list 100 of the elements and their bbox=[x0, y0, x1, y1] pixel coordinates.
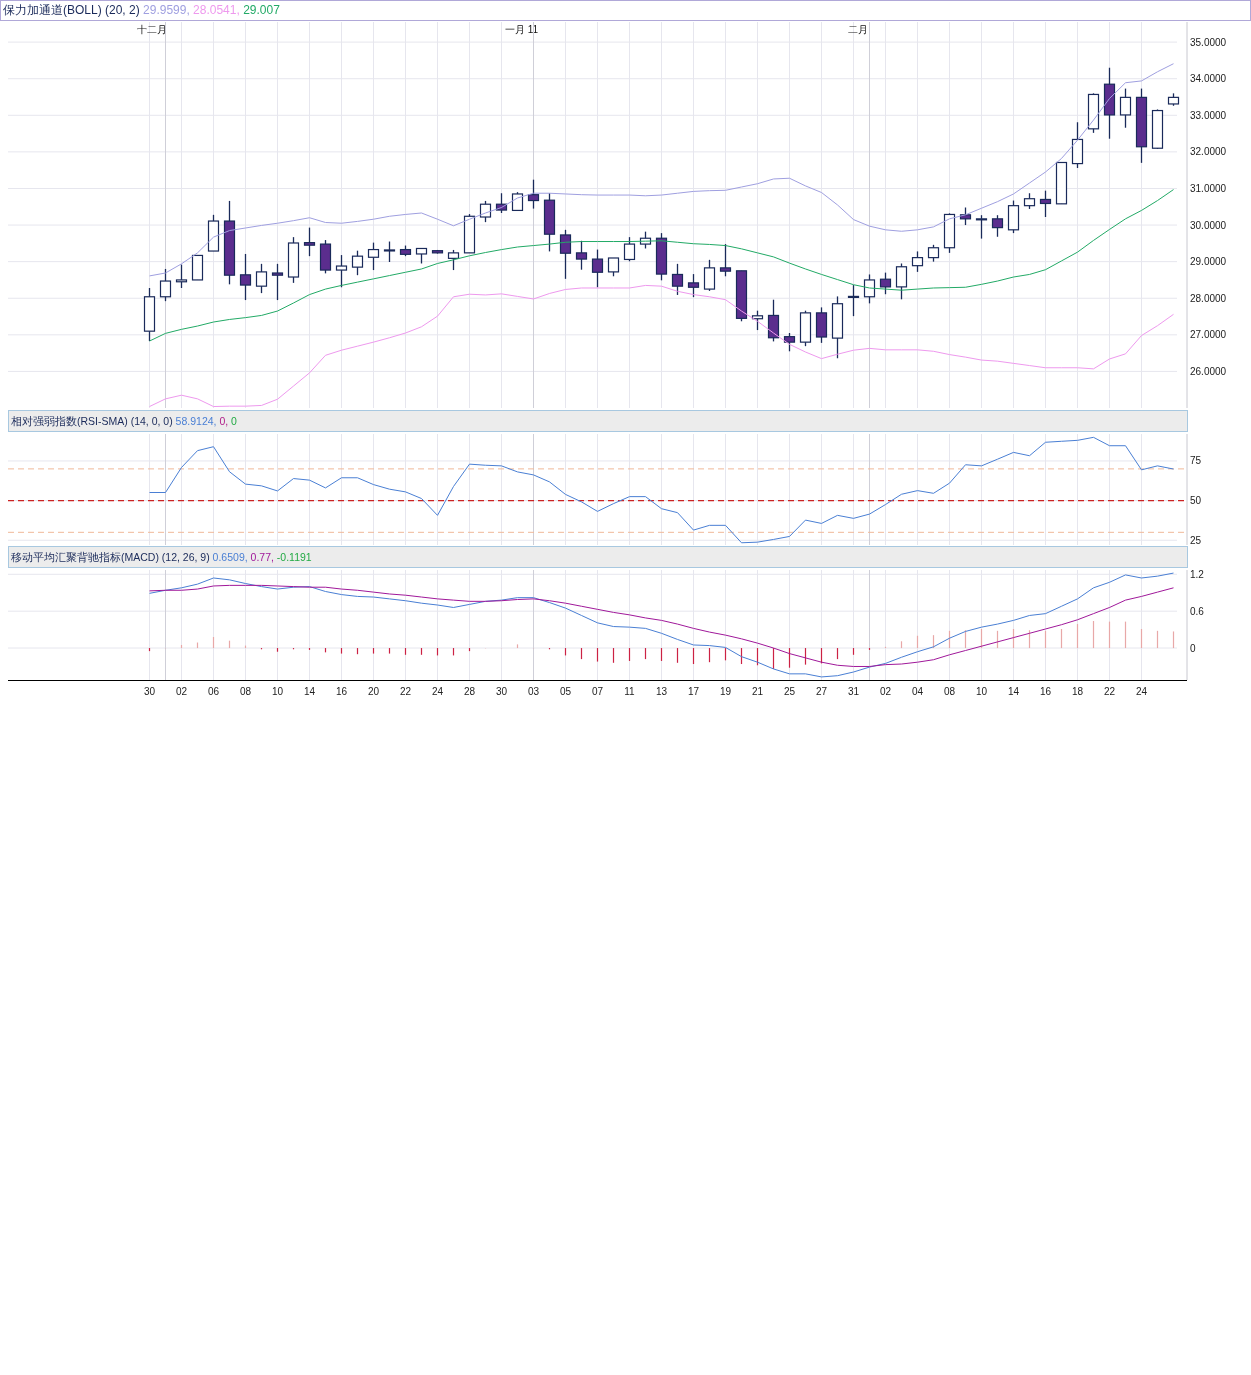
candlestick bbox=[895, 262, 908, 300]
candlestick bbox=[783, 332, 796, 352]
x-tick-label: 03 bbox=[527, 686, 540, 697]
y-tick-label: 30.0000 bbox=[1190, 219, 1227, 231]
y-tick-label: 25 bbox=[1190, 534, 1202, 546]
line-series bbox=[149, 572, 1174, 678]
x-tick-label: 17 bbox=[687, 686, 700, 697]
text: 28.0541, bbox=[193, 3, 240, 17]
candlestick bbox=[607, 257, 620, 277]
text: 0 bbox=[231, 414, 238, 427]
candlestick bbox=[559, 229, 572, 280]
x-tick-label: 07 bbox=[591, 686, 604, 697]
y-tick-label: 32.0000 bbox=[1190, 146, 1227, 158]
candlestick bbox=[351, 250, 364, 276]
x-tick-label: 20 bbox=[367, 686, 380, 697]
title: 相对强弱指数(RSI-SMA) (14, 0, 0) bbox=[11, 414, 173, 427]
candlestick bbox=[367, 241, 380, 271]
x-tick-label: 02 bbox=[175, 686, 188, 697]
x-tick-label: 14 bbox=[303, 686, 316, 697]
candlestick bbox=[1039, 190, 1052, 218]
y-tick-label: 50 bbox=[1190, 495, 1202, 507]
series-label: 58.9124, bbox=[175, 414, 217, 427]
x-tick-label: 11 bbox=[624, 686, 636, 697]
candlestick bbox=[591, 248, 604, 288]
text: 0, bbox=[219, 414, 229, 427]
candlestick bbox=[255, 263, 268, 294]
x-tick-label: 10 bbox=[975, 686, 988, 697]
annotation: 二月 bbox=[847, 24, 868, 35]
y-tick-label: 26.0000 bbox=[1190, 365, 1227, 377]
candlestick bbox=[159, 268, 172, 302]
x-tick-label: 08 bbox=[943, 686, 956, 697]
y-tick-label: 0.6 bbox=[1190, 605, 1205, 617]
candlestick bbox=[751, 310, 764, 331]
y-tick-label: 27.0000 bbox=[1190, 329, 1227, 341]
y-tick-label: 34.0000 bbox=[1190, 73, 1227, 85]
x-tick-label: 16 bbox=[335, 686, 348, 697]
x-tick-label: 10 bbox=[271, 686, 284, 697]
annotation: 一月 11 bbox=[504, 24, 539, 35]
line-series bbox=[149, 63, 1174, 277]
candlestick bbox=[767, 299, 780, 343]
x-tick-label: 22 bbox=[1103, 686, 1116, 697]
title: 保力加通道(BOLL) (20, 2) bbox=[3, 3, 140, 17]
title: 移动平均汇聚背驰指标(MACD) (12, 26, 9) bbox=[11, 550, 210, 563]
candlestick bbox=[719, 243, 732, 277]
candlestick bbox=[975, 214, 988, 240]
x-tick-label: 22 bbox=[399, 686, 412, 697]
x-tick-label: 08 bbox=[239, 686, 252, 697]
line-series bbox=[149, 284, 1174, 408]
candlestick bbox=[271, 263, 284, 301]
candlestick bbox=[383, 240, 396, 263]
x-tick-label: 31 bbox=[847, 686, 860, 697]
candlestick bbox=[879, 271, 892, 295]
line-series bbox=[149, 189, 1174, 342]
x-tick-label: 27 bbox=[815, 686, 828, 697]
y-tick-label: 31.0000 bbox=[1190, 182, 1227, 194]
candlestick bbox=[175, 263, 188, 289]
line-series bbox=[149, 584, 1174, 667]
x-tick-label: 21 bbox=[751, 686, 764, 697]
y-tick-label: 0 bbox=[1190, 642, 1196, 654]
candlestick bbox=[527, 179, 540, 210]
candlestick bbox=[447, 249, 460, 271]
candlestick bbox=[863, 273, 876, 305]
line-series bbox=[149, 436, 1174, 544]
x-tick-label: 14 bbox=[1007, 686, 1020, 697]
text: -0.1191 bbox=[276, 550, 312, 563]
x-tick-label: 30 bbox=[143, 686, 156, 697]
x-tick-label: 13 bbox=[655, 686, 668, 697]
annotation: 十二月 bbox=[136, 24, 167, 35]
x-tick-label: 25 bbox=[783, 686, 796, 697]
y-tick-label: 35.0000 bbox=[1190, 36, 1227, 48]
y-tick-label: 1.2 bbox=[1190, 568, 1205, 580]
y-tick-label: 29.0000 bbox=[1190, 256, 1227, 268]
candlestick bbox=[623, 236, 636, 262]
x-tick-label: 24 bbox=[1135, 686, 1148, 697]
candlestick bbox=[239, 253, 252, 301]
x-tick-label: 24 bbox=[431, 686, 444, 697]
text: 0.77, bbox=[250, 550, 274, 563]
x-tick-label: 28 bbox=[463, 686, 476, 697]
text: 29.007 bbox=[243, 3, 281, 17]
candlestick bbox=[479, 200, 492, 223]
series-label: 0.6509, bbox=[212, 550, 248, 563]
x-tick-label: 06 bbox=[207, 686, 220, 697]
candlestick bbox=[703, 259, 716, 292]
x-tick-label: 02 bbox=[879, 686, 892, 697]
y-tick-label: 33.0000 bbox=[1190, 109, 1227, 121]
candlestick bbox=[687, 273, 700, 298]
x-tick-label: 16 bbox=[1039, 686, 1052, 697]
x-tick-label: 04 bbox=[911, 686, 924, 697]
candlestick bbox=[575, 240, 588, 271]
x-tick-label: 05 bbox=[559, 686, 572, 697]
y-tick-label: 75 bbox=[1190, 455, 1202, 467]
x-tick-label: 30 bbox=[495, 686, 508, 697]
x-tick-label: 19 bbox=[719, 686, 732, 697]
y-tick-label: 28.0000 bbox=[1190, 292, 1227, 304]
candlestick bbox=[671, 263, 684, 296]
candlestick bbox=[847, 284, 860, 317]
candlestick bbox=[991, 214, 1004, 238]
x-tick-label: 18 bbox=[1071, 686, 1084, 697]
text: 29.9599, bbox=[143, 3, 190, 17]
candlestick bbox=[911, 250, 924, 273]
